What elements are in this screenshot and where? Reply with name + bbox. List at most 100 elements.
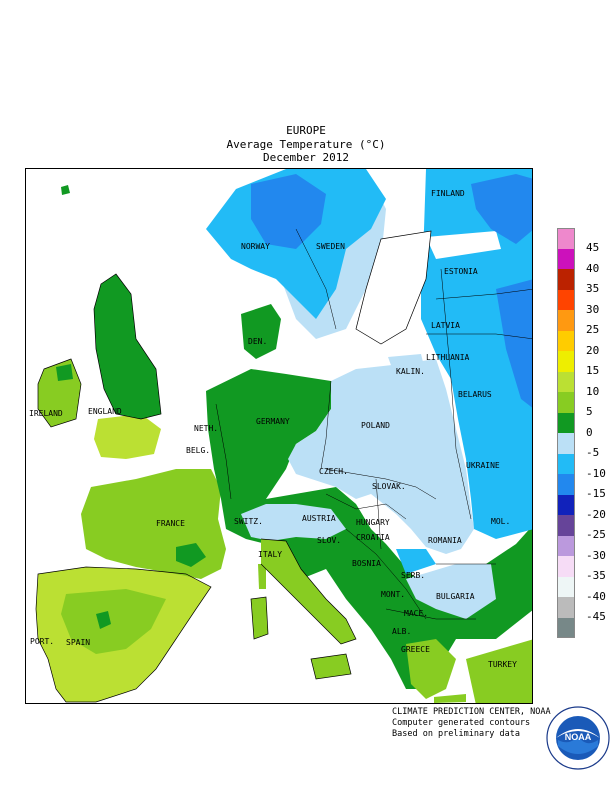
label-kalin: KALIN. — [396, 367, 425, 376]
label-serb: SERB. — [401, 571, 426, 580]
label-neth: NETH. — [194, 424, 219, 433]
region-ireland-spot — [56, 364, 73, 381]
map-variable: Average Temperature (°C) — [226, 138, 386, 151]
footer-note-preliminary: Based on preliminary data — [392, 729, 520, 739]
legend-tick-label: 20 — [586, 343, 600, 357]
legend-tick-label: -35 — [586, 569, 606, 582]
legend-swatch — [557, 535, 575, 556]
region-greece — [406, 639, 456, 699]
label-czech: CZECH. — [319, 467, 348, 476]
legend-swatch — [557, 474, 575, 495]
legend-swatch — [557, 248, 575, 269]
label-sweden: SWEDEN — [316, 242, 345, 251]
legend-swatch — [557, 351, 575, 372]
legend-tick-label: 35 — [586, 282, 600, 295]
label-spain: SPAIN — [66, 638, 91, 647]
noaa-logo-text: NOAA — [565, 732, 592, 742]
label-romania: ROMANIA — [428, 536, 462, 545]
region-romania — [406, 564, 496, 619]
legend-tick-label: -30 — [586, 548, 606, 562]
label-turkey: TURKEY — [488, 660, 517, 669]
label-belg: BELG. — [186, 446, 211, 455]
label-belarus: BELARUS — [458, 390, 492, 399]
label-bosnia: BOSNIA — [352, 559, 381, 568]
label-germany: GERMANY — [256, 417, 290, 426]
coastlines — [35, 230, 432, 703]
region-kalin — [388, 354, 426, 379]
region-norway-cold — [251, 174, 326, 249]
label-den: DEN. — [248, 337, 268, 346]
map-canvas — [26, 169, 532, 703]
legend-swatch — [557, 269, 575, 290]
legend-swatch — [557, 412, 575, 433]
legend-tick-label: 15 — [586, 364, 600, 377]
label-bulgaria: BULGARIA — [436, 592, 475, 601]
region-finland-cold — [471, 174, 532, 244]
region-alps — [241, 504, 346, 541]
legend-swatch — [557, 617, 575, 638]
label-england: ENGLAND — [88, 407, 122, 416]
label-estonia: ESTONIA — [444, 267, 478, 276]
legend-swatch — [557, 453, 575, 474]
region-italy — [261, 539, 356, 644]
map-period: December 2012 — [262, 151, 350, 164]
legend-swatch — [557, 556, 575, 577]
region-britain — [94, 274, 161, 419]
region-britain-south — [94, 414, 161, 459]
region-spain-interior — [61, 589, 166, 654]
borders — [215, 228, 532, 620]
region-crete — [434, 694, 466, 703]
legend-tick-label: -45 — [586, 610, 606, 623]
legend-tick-label: -20 — [586, 507, 606, 521]
legend-swatch — [557, 289, 575, 310]
region-baltic-sea — [356, 231, 431, 344]
footer-note-contours: Computer generated contours — [392, 718, 531, 728]
legend-tick-label: -15 — [586, 487, 606, 500]
legend-tick-label: 10 — [586, 384, 600, 398]
region-denmark — [241, 304, 281, 359]
legend-tick-label: 30 — [586, 302, 600, 316]
legend-tick-label: -5 — [586, 446, 600, 459]
label-poland: POLAND — [361, 421, 390, 430]
legend-swatch — [557, 494, 575, 515]
region-gulf-finland — [426, 231, 501, 259]
label-switz: SWITZ. — [234, 517, 263, 526]
legend-swatch — [557, 576, 575, 597]
label-italy: ITALY — [258, 550, 283, 559]
region-spain-cold-spot — [96, 611, 111, 629]
legend-swatch — [557, 515, 575, 536]
legend-tick-label: -10 — [586, 466, 606, 480]
label-latvia: LATVIA — [431, 321, 460, 330]
legend-swatch — [557, 433, 575, 454]
temperature-map: FINLAND NORWAY SWEDEN ESTONIA LATVIA DEN… — [25, 168, 533, 704]
legend-tick-label: 5 — [586, 405, 593, 418]
label-france: FRANCE — [156, 519, 185, 528]
legend-swatch — [557, 371, 575, 392]
label-lithuania: LITHUANIA — [426, 353, 470, 362]
legend-tick-label: 0 — [586, 425, 593, 439]
region-russia-cold — [496, 279, 532, 408]
region-sardinia — [251, 597, 268, 639]
legend-swatch — [557, 392, 575, 413]
legend-swatch — [557, 228, 575, 249]
region-france-spot — [176, 543, 206, 567]
legend-swatch — [557, 330, 575, 351]
label-mace: MACE. — [404, 609, 429, 618]
footer-source: CLIMATE PREDICTION CENTER, NOAA — [392, 707, 551, 717]
noaa-logo: NOAA — [546, 706, 610, 770]
label-mont: MONT. — [381, 590, 406, 599]
legend-tick-label: -25 — [586, 528, 606, 541]
label-alb: ALB. — [392, 627, 412, 636]
label-ireland: IRELAND — [29, 409, 63, 418]
label-port: PORT. — [30, 637, 55, 646]
legend-tick-label: -40 — [586, 589, 606, 603]
label-ukraine: UKRAINE — [466, 461, 500, 470]
region-turkey — [466, 639, 532, 703]
label-croatia: CROATIA — [356, 533, 390, 542]
legend-swatch — [557, 310, 575, 331]
label-hungary: HUNGARY — [356, 518, 390, 527]
region-sicily — [311, 654, 351, 679]
label-slovak: SLOVAK. — [372, 482, 406, 491]
region-east — [421, 169, 532, 539]
region-corsica — [258, 564, 266, 589]
